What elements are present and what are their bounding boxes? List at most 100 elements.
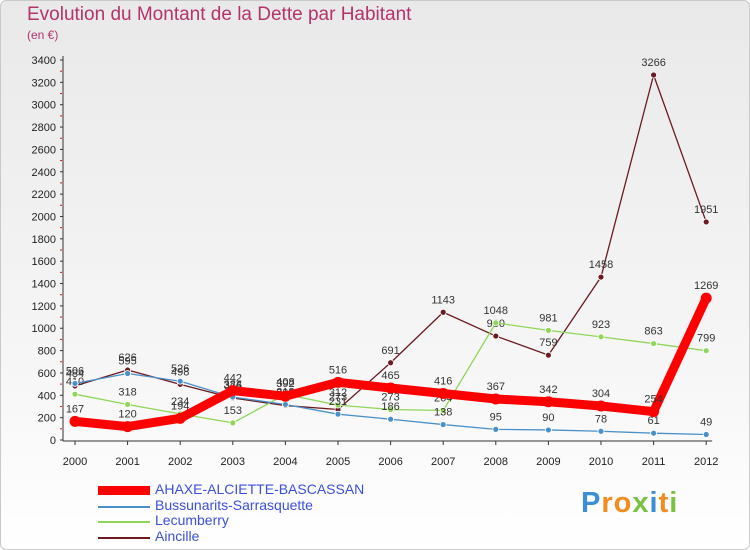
data-label: 595 [118,356,136,368]
logo-letter: x [632,487,650,519]
data-point [387,359,395,367]
data-point [595,400,607,412]
data-point [334,410,342,418]
data-label: 153 [224,405,242,417]
data-label: 138 [434,407,452,419]
y-tick-label: 1600 [32,256,56,268]
series-line-0 [74,74,707,411]
data-label: 484 [66,368,84,380]
data-point [174,412,186,424]
data-label: 61 [647,415,659,427]
data-label: 304 [592,388,610,400]
y-tick-label: 200 [38,413,56,425]
data-point [385,382,397,394]
x-tick-label: 2012 [694,456,718,468]
data-label: 408 [276,376,294,388]
logo-letter: o [613,487,633,519]
data-label: 506 [66,365,84,377]
data-point [124,370,131,377]
y-tick-label: 1800 [32,234,56,246]
x-tick-label: 2001 [115,456,139,468]
y-tick-label: 2600 [32,144,56,156]
y-tick-label: 3000 [32,100,56,112]
data-label: 273 [329,391,347,403]
data-label: 194 [171,400,189,412]
data-label: 923 [592,319,610,331]
data-point [439,407,447,414]
data-label: 3266 [641,57,665,69]
data-point [176,377,184,385]
data-label: 392 [276,378,294,390]
data-label: 691 [381,345,399,357]
data-label: 442 [224,373,242,385]
data-label: 120 [118,409,136,421]
x-tick-label: 2011 [642,456,666,468]
chart-subtitle: (en €) [27,28,59,42]
x-tick-label: 2009 [536,456,560,468]
data-point [334,401,342,409]
y-tick-label: 1000 [32,323,56,335]
x-tick-label: 2007 [431,456,455,468]
y-tick-label: 3200 [32,77,56,89]
data-point [545,326,552,334]
data-point [332,376,344,388]
x-tick-label: 2002 [168,456,192,468]
data-point [702,347,710,355]
data-point [492,425,500,433]
data-label: 273 [381,391,399,403]
y-tick-label: 0 [50,435,56,447]
data-point [702,431,710,438]
data-point [597,333,605,341]
data-label: 254 [644,394,662,406]
data-point [542,396,554,408]
data-point [650,71,657,79]
logo-letter: t [658,487,670,519]
data-point [227,385,239,397]
data-label: 342 [539,384,557,396]
proxiti-logo: Proxiti [581,487,678,520]
data-label: 1269 [694,280,718,292]
data-point [597,273,605,281]
data-label: 186 [381,401,399,413]
data-label: 312 [329,387,347,399]
y-tick-label: 2400 [32,167,56,179]
data-point [650,429,657,437]
x-tick-label: 2008 [484,456,508,468]
data-point [122,421,134,433]
data-point [437,388,449,400]
data-label: 416 [434,376,452,388]
data-point [387,406,395,413]
legend-swatch-bussunarits [98,506,150,508]
data-point [648,406,660,418]
data-point [71,390,79,398]
x-tick-label: 2004 [273,456,297,468]
data-point [439,421,447,428]
y-tick-label: 400 [38,390,56,402]
legend-label-ahaxe: AHAXE-ALCIETTE-BASCASSAN [155,481,365,497]
data-label: 318 [118,386,136,398]
data-label: 516 [329,364,347,376]
data-point [71,380,79,387]
data-label: 465 [381,370,399,382]
data-label: 498 [171,366,189,378]
data-label: 49 [700,417,712,429]
data-point [492,319,500,327]
data-label: 799 [697,333,715,345]
y-tick-label: 600 [38,368,56,380]
data-point [700,292,712,304]
y-tick-label: 3400 [32,55,56,67]
y-tick-label: 2000 [32,211,56,223]
legend-label-lecumberry: Lecumberry [155,512,229,528]
data-point [279,390,291,402]
data-point [229,419,237,427]
data-label: 95 [490,411,502,423]
logo-letter: r [601,487,614,519]
x-tick-label: 2000 [63,456,87,468]
data-label: 759 [539,337,557,349]
chart-title: Evolution du Montant de la Dette par Hab… [27,4,412,25]
legend-swatch-lecumberry [98,521,150,523]
x-tick-label: 2006 [378,456,402,468]
data-point [439,308,447,316]
